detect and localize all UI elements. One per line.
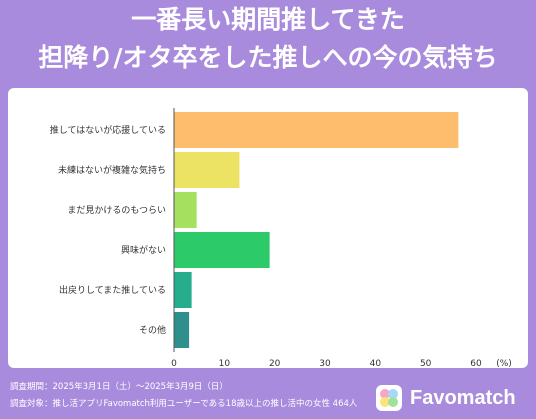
bar-1 bbox=[174, 152, 240, 188]
x-tick-label-0: 0 bbox=[171, 359, 177, 368]
x-tick-label-5: 50 bbox=[420, 359, 432, 368]
bar-2 bbox=[174, 192, 197, 228]
bar-chart: 推してはないが応援している未練はないが複雑な気持ちまだ見かけるのもつらい興味がな… bbox=[50, 108, 512, 368]
chart-title-line-1: 一番長い期間推してきた bbox=[131, 5, 405, 34]
bar-4 bbox=[174, 272, 192, 308]
category-label-1: 未練はないが複雑な気持ち bbox=[58, 164, 166, 176]
brand: Favomatch bbox=[376, 383, 516, 413]
chart-title-line-2: 担降り/オタ卒をした推しへの今の気持ち bbox=[38, 43, 498, 72]
survey-target: 調査対象：推し活アプリFavomatch利用ユーザーである18歳以上の推し活中の… bbox=[10, 399, 358, 409]
category-label-5: その他 bbox=[139, 324, 166, 336]
x-unit-label: (%) bbox=[496, 359, 512, 368]
bar-5 bbox=[174, 312, 190, 348]
category-label-4: 出戻りしてまた推している bbox=[59, 284, 166, 296]
x-tick-label-4: 40 bbox=[370, 359, 382, 368]
x-tick-label-1: 10 bbox=[219, 359, 231, 368]
x-tick-label-6: 60 bbox=[470, 359, 482, 368]
bar-3 bbox=[174, 232, 270, 268]
bar-0 bbox=[174, 112, 459, 148]
x-tick-label-3: 30 bbox=[319, 359, 331, 368]
category-label-3: 興味がない bbox=[121, 244, 166, 256]
x-tick-label-2: 20 bbox=[269, 359, 281, 368]
category-label-2: まだ見かけるのもつらい bbox=[67, 205, 166, 216]
favomatch-logo-icon bbox=[376, 385, 402, 411]
brand-name: Favomatch bbox=[410, 386, 516, 409]
survey-period: 調査期間：2025年3月1日（土）〜2025年3月9日（日） bbox=[10, 382, 228, 392]
category-label-0: 推してはないが応援している bbox=[50, 124, 166, 136]
chart-panel: 推してはないが応援している未練はないが複雑な気持ちまだ見かけるのもつらい興味がな… bbox=[8, 88, 528, 368]
